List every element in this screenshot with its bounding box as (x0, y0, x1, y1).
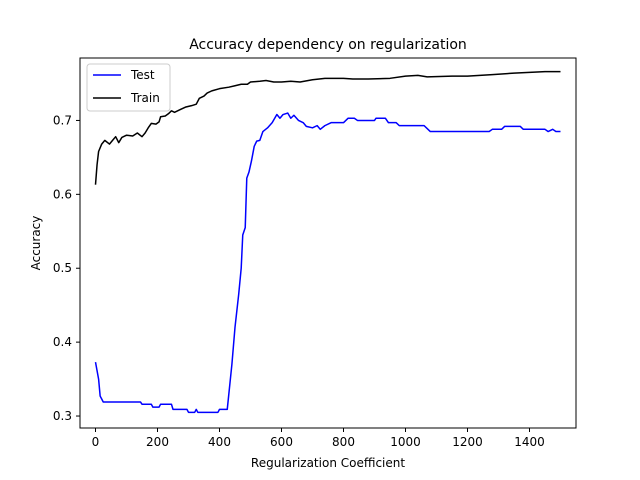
x-tick-label: 400 (208, 435, 231, 449)
series-line-test (94, 112, 561, 414)
chart-title: Accuracy dependency on regularization (189, 37, 467, 53)
y-axis-label: Accuracy (29, 216, 43, 271)
y-tick-label: 0.5 (53, 261, 72, 275)
y-tick-label: 0.7 (53, 113, 72, 127)
y-tick-label: 0.4 (53, 335, 72, 349)
x-tick-label: 200 (146, 435, 169, 449)
x-tick-label: 0 (92, 435, 100, 449)
y-axis: 0.3 0.4 0.5 0.6 0.7 (53, 113, 80, 423)
x-tick-label: 1200 (452, 435, 483, 449)
y-tick-label: 0.3 (53, 409, 72, 423)
x-axis-label: Regularization Coefficient (251, 456, 405, 470)
legend: Test Train (86, 63, 171, 112)
x-tick-label: 1000 (390, 435, 421, 449)
series-layer (94, 70, 561, 414)
legend-test-label: Test (130, 68, 155, 82)
y-tick-label: 0.6 (53, 187, 72, 201)
legend-train-label: Train (130, 91, 160, 105)
plot-frame (79, 57, 577, 429)
x-tick-label: 600 (270, 435, 293, 449)
series-line-train (94, 70, 561, 185)
plot-area (79, 57, 577, 429)
x-axis: 0 200 400 600 800 1000 1200 1400 (92, 428, 545, 449)
x-tick-label: 800 (332, 435, 355, 449)
x-tick-label: 1400 (514, 435, 545, 449)
